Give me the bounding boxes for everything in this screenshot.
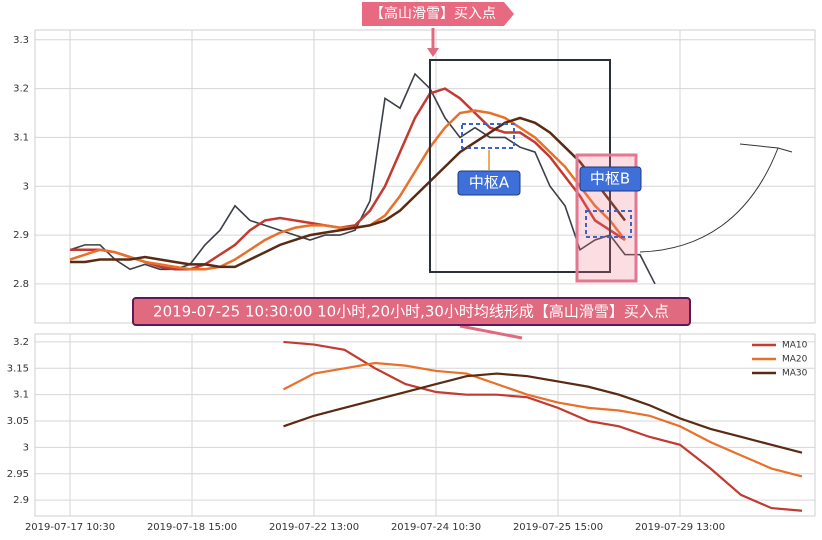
x-tick-label: 2019-07-25 15:00 [513, 522, 603, 533]
legend-label: MA10 [782, 341, 808, 351]
y-tick-label: 2.9 [13, 230, 29, 241]
y-tick-label: 3 [23, 181, 29, 192]
line [69, 109, 626, 271]
y-tick-label: 3 [23, 442, 29, 453]
legend-label: MA30 [782, 369, 808, 379]
y-tick-label: 3.2 [13, 337, 29, 348]
x-tick-label: 2019-07-24 10:30 [391, 522, 481, 533]
label-box [579, 166, 642, 192]
x-tick-label: 2019-07-18 15:00 [147, 522, 237, 533]
x-tick-label: 2019-07-29 13:00 [635, 522, 725, 533]
arrow [459, 324, 523, 340]
top-frame [34, 29, 816, 324]
y-tick-label: 2.95 [7, 469, 29, 480]
legend-label: MA20 [782, 355, 808, 365]
label-box [362, 2, 514, 26]
pivot-b-label: 中枢B [590, 170, 630, 188]
y-tick-label: 3.1 [13, 390, 29, 401]
y-tick-label: 3.1 [13, 132, 29, 143]
line [70, 87, 626, 271]
arrow-head [427, 48, 439, 57]
y-tick-label: 3.2 [13, 84, 29, 95]
x-tick-label: 2019-07-22 13:00 [269, 522, 359, 533]
line [283, 340, 803, 512]
label-box [457, 170, 521, 196]
curve-arrow [639, 147, 779, 253]
line [70, 116, 626, 269]
pivot-a-label: 中枢A [469, 174, 510, 192]
buy-label: 【高山滑雪】买入点 [370, 5, 496, 22]
y-tick-label: 3.05 [7, 416, 29, 427]
label-box [132, 297, 691, 326]
bottom-frame [34, 333, 816, 517]
pivot-box [585, 210, 632, 238]
y-tick-label: 2.8 [13, 279, 29, 290]
line [283, 372, 803, 454]
y-tick-label: 3.3 [13, 35, 29, 46]
y-tick-label: 3.15 [7, 363, 29, 374]
y-tick-label: 2.9 [13, 495, 29, 506]
x-tick-label: 2019-07-17 10:30 [25, 522, 115, 533]
arrow-head [739, 143, 793, 153]
zone-box [429, 59, 611, 273]
signal-label: 2019-07-25 10:30:00 10小时,20小时,30小时均线形成【高… [153, 303, 669, 321]
pivot-box [461, 123, 515, 149]
line [282, 361, 803, 478]
